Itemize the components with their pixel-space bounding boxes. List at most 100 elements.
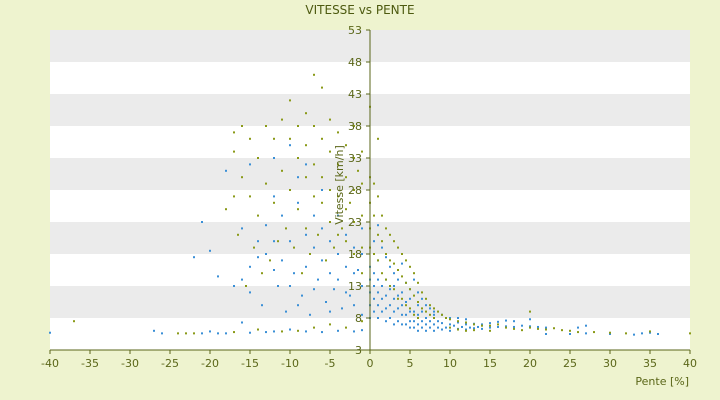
- data-point-series-1: [421, 310, 423, 313]
- x-tick-label: 20: [523, 357, 537, 370]
- data-point-series-2: [313, 73, 315, 76]
- data-point-series-1: [489, 326, 491, 329]
- data-point-series-1: [353, 246, 355, 249]
- data-point-series-2: [377, 137, 379, 140]
- data-point-series-1: [433, 323, 435, 326]
- data-point-series-1: [265, 253, 267, 255]
- data-point-series-2: [241, 125, 243, 127]
- data-point-series-1: [489, 322, 491, 325]
- data-point-series-2: [325, 259, 327, 262]
- x-tick-label: 15: [483, 357, 497, 370]
- data-point-series-1: [449, 329, 451, 332]
- data-point-series-2: [261, 272, 263, 275]
- y-tick-label: 53: [348, 24, 362, 37]
- data-point-series-1: [433, 310, 435, 313]
- data-point-series-1: [249, 331, 251, 334]
- data-point-series-2: [253, 246, 255, 249]
- data-point-series-1: [313, 288, 315, 291]
- data-point-series-2: [385, 253, 387, 255]
- data-point-series-2: [409, 288, 411, 291]
- x-tick-label: 30: [603, 357, 617, 370]
- data-point-series-1: [241, 321, 243, 324]
- data-point-series-1: [289, 328, 291, 331]
- data-point-series-1: [321, 227, 323, 230]
- data-point-series-1: [373, 297, 375, 300]
- data-point-series-1: [385, 256, 387, 259]
- data-point-series-1: [329, 310, 331, 313]
- data-point-series-1: [389, 317, 391, 319]
- data-point-series-2: [381, 214, 383, 217]
- y-tick-label: 23: [348, 216, 362, 229]
- data-point-series-1: [265, 331, 267, 334]
- data-point-series-1: [261, 304, 263, 307]
- data-point-series-1: [633, 333, 635, 336]
- data-point-series-1: [441, 322, 443, 325]
- data-point-series-2: [437, 310, 439, 313]
- data-point-series-1: [473, 327, 475, 330]
- data-point-series-2: [481, 324, 483, 327]
- data-point-series-1: [401, 262, 403, 265]
- data-point-series-2: [393, 262, 395, 265]
- data-point-series-1: [305, 330, 307, 333]
- data-point-series-1: [505, 319, 507, 322]
- data-point-series-1: [373, 272, 375, 275]
- data-point-series-2: [361, 320, 363, 323]
- data-point-series-2: [473, 323, 475, 326]
- data-point-series-2: [593, 331, 595, 334]
- data-point-series-2: [553, 327, 555, 330]
- data-point-series-1: [333, 288, 335, 291]
- data-point-series-1: [497, 325, 499, 328]
- data-point-series-1: [305, 265, 307, 268]
- data-point-series-1: [273, 269, 275, 271]
- x-tick-label: 10: [443, 357, 457, 370]
- data-point-series-1: [277, 285, 279, 287]
- data-point-series-1: [273, 240, 275, 243]
- data-point-series-1: [513, 320, 515, 323]
- data-point-series-1: [417, 313, 419, 316]
- data-point-series-1: [393, 310, 395, 313]
- data-point-series-2: [401, 297, 403, 300]
- data-point-series-2: [289, 99, 291, 102]
- data-point-series-1: [337, 278, 339, 281]
- data-point-series-2: [393, 288, 395, 291]
- data-point-series-2: [233, 131, 235, 134]
- data-point-series-1: [481, 327, 483, 330]
- data-point-series-2: [305, 144, 307, 147]
- data-point-series-2: [257, 157, 259, 159]
- data-point-series-2: [297, 125, 299, 127]
- data-point-series-2: [377, 195, 379, 198]
- data-point-series-1: [361, 285, 363, 287]
- data-point-series-1: [349, 294, 351, 297]
- data-point-series-1: [361, 313, 363, 316]
- data-point-series-1: [329, 240, 331, 243]
- data-point-series-2: [233, 331, 235, 334]
- data-point-series-2: [313, 163, 315, 166]
- data-point-series-2: [313, 326, 315, 329]
- data-point-series-2: [413, 294, 415, 297]
- data-point-series-1: [449, 317, 451, 319]
- data-point-series-1: [233, 285, 235, 287]
- data-point-series-1: [385, 307, 387, 310]
- data-point-series-1: [377, 278, 379, 281]
- x-tick-label: 5: [407, 357, 414, 370]
- y-tick-labels: 53 48 43 38 33 28 23 18 13 8 3: [348, 24, 362, 357]
- data-point-series-1: [657, 333, 659, 335]
- data-point-series-1: [209, 330, 211, 333]
- x-tick-label: -15: [241, 357, 259, 370]
- data-point-series-2: [305, 176, 307, 179]
- data-point-series-2: [357, 169, 359, 172]
- data-point-series-2: [545, 328, 547, 331]
- data-point-series-2: [265, 125, 267, 127]
- data-point-series-1: [337, 253, 339, 255]
- data-point-series-1: [393, 323, 395, 326]
- data-point-series-1: [249, 265, 251, 268]
- data-point-series-2: [249, 195, 251, 198]
- data-point-series-1: [325, 301, 327, 303]
- data-point-series-2: [321, 201, 323, 204]
- data-point-series-2: [405, 304, 407, 307]
- data-point-series-2: [273, 201, 275, 204]
- data-point-series-2: [425, 297, 427, 300]
- data-point-series-2: [225, 208, 227, 211]
- y-tick-label: 48: [348, 56, 362, 69]
- data-point-series-1: [389, 265, 391, 268]
